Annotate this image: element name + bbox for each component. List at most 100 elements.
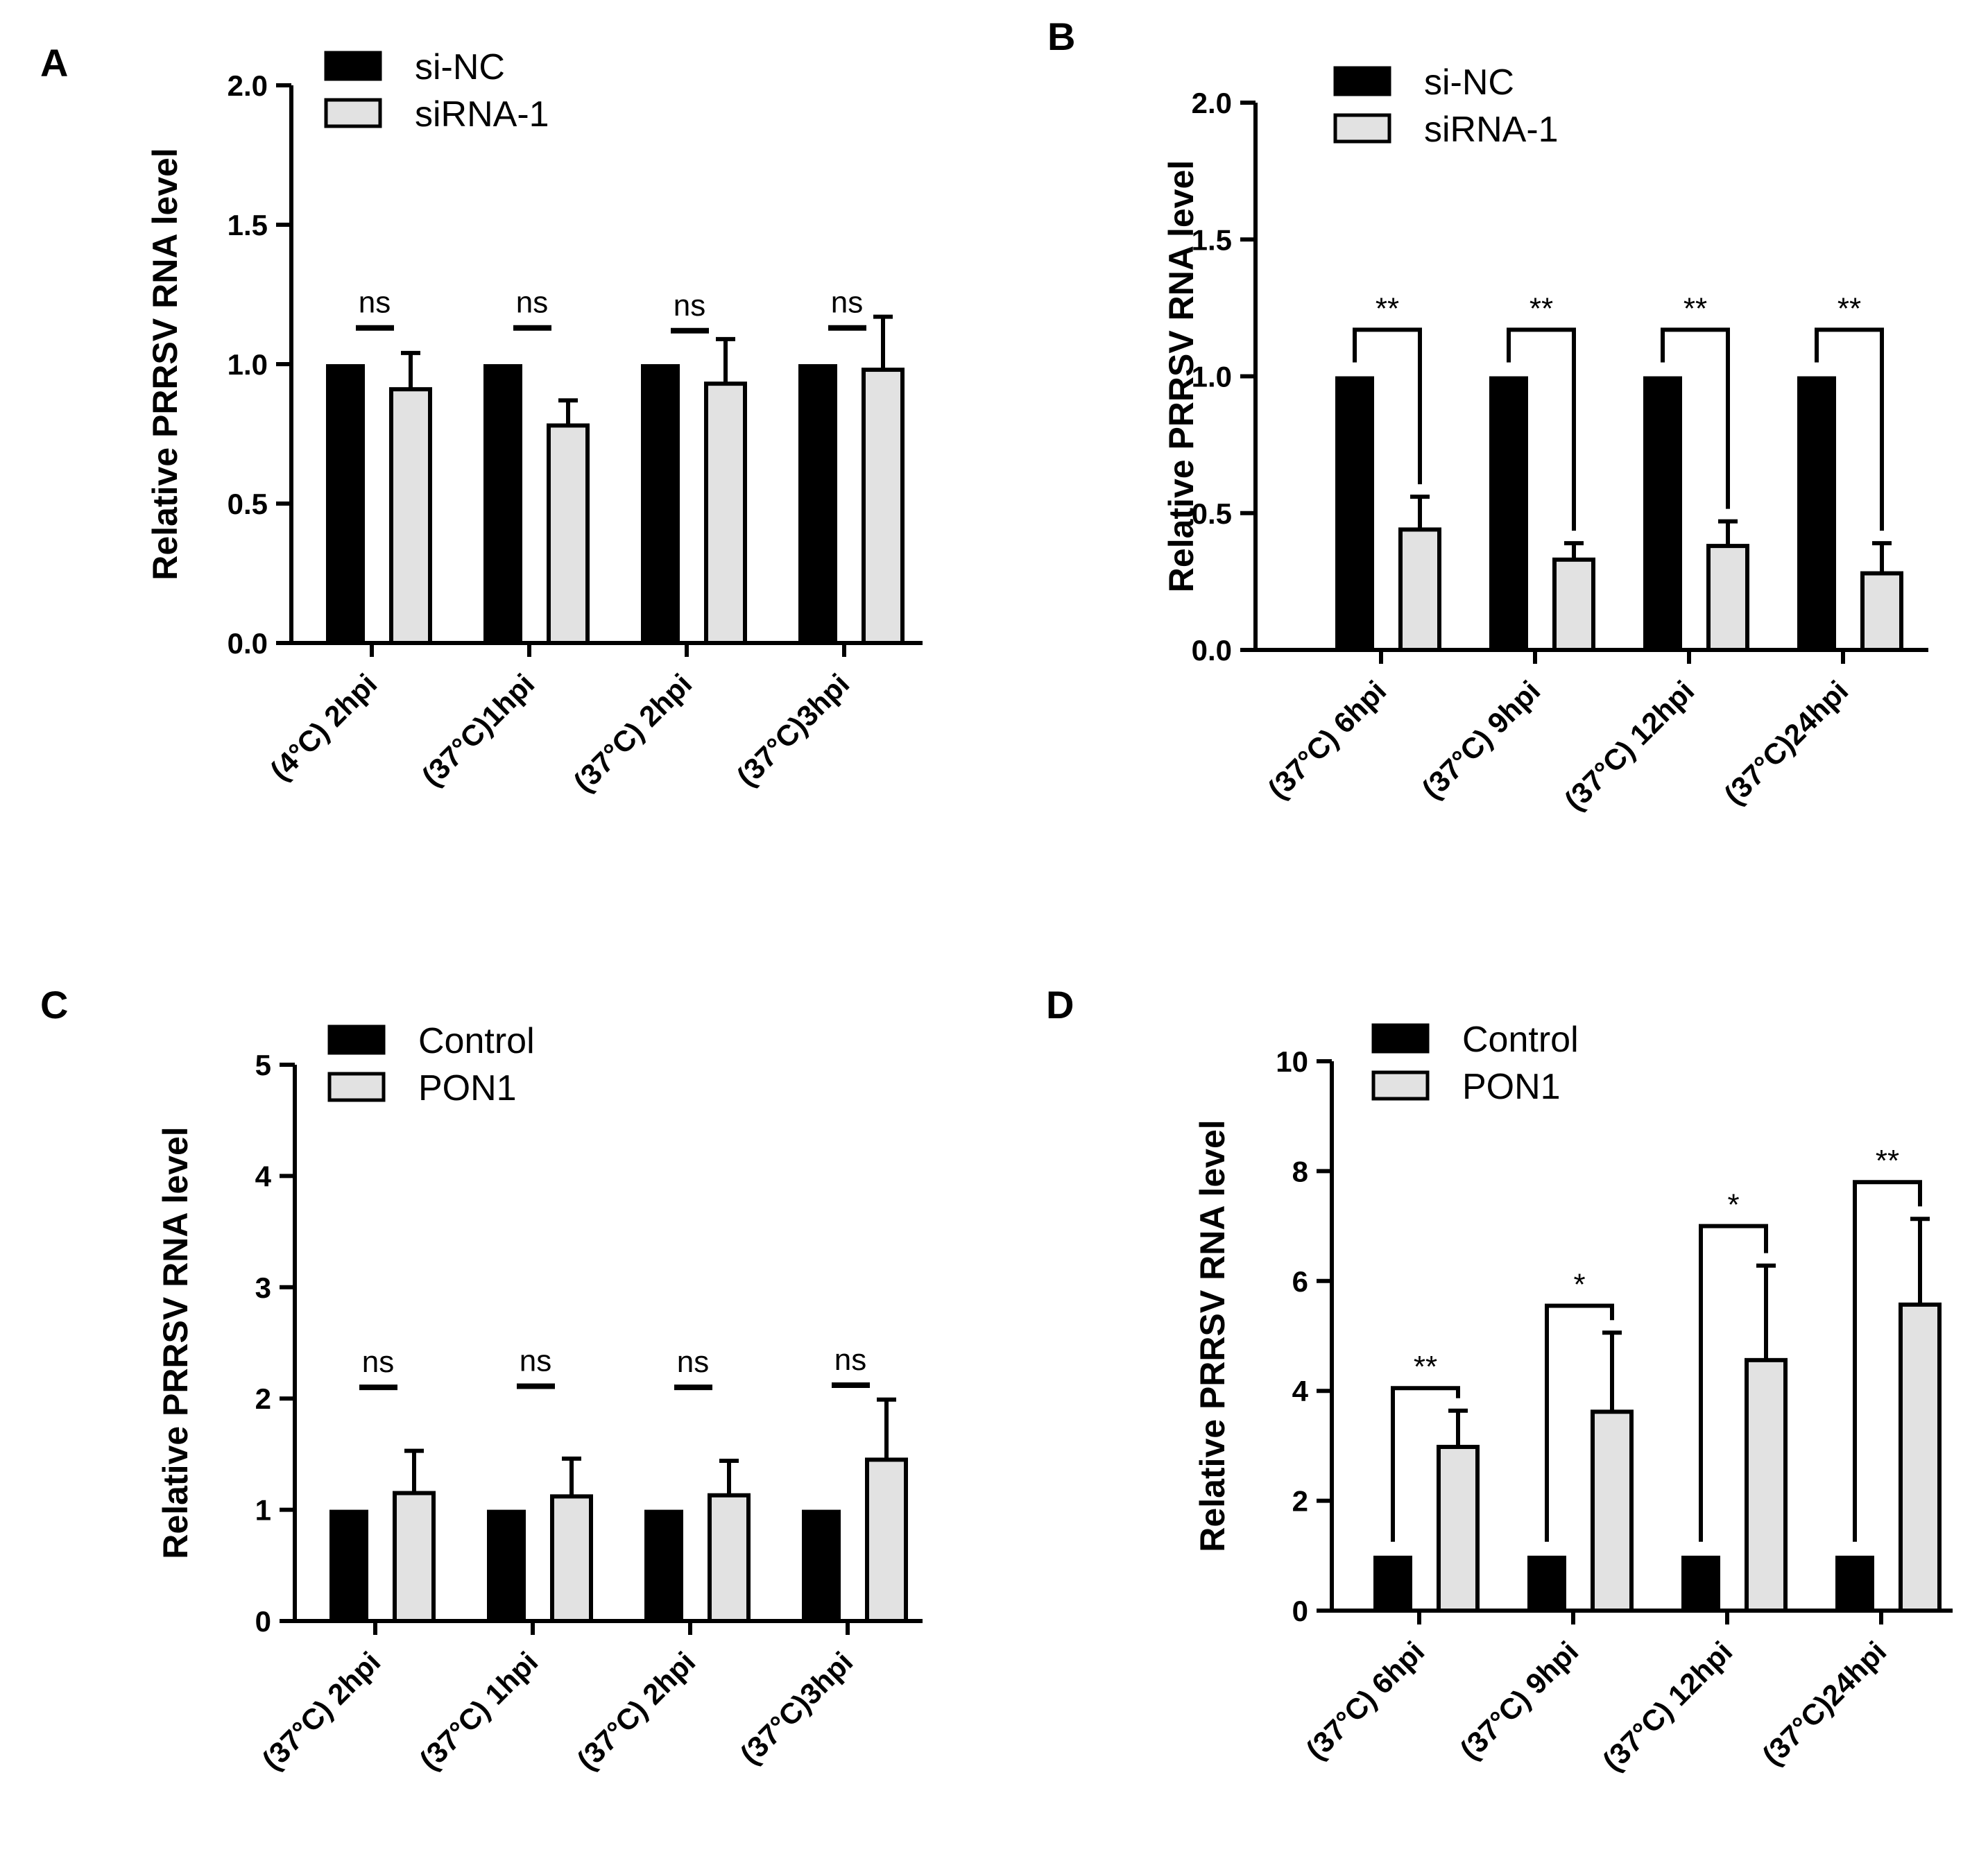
bar-sirna-1 xyxy=(1398,527,1441,652)
bar-sirna-1 xyxy=(1860,571,1903,652)
bar-si-nc xyxy=(1335,376,1374,650)
panel-b: B Relative PRRSV RNA level 0.0 0.5 1.0 1.5 2.0… xyxy=(1047,15,1928,816)
y-tick-label: 8 xyxy=(1292,1155,1308,1187)
bar-pon1 xyxy=(708,1493,751,1624)
y-tick-label: 5 xyxy=(255,1049,271,1081)
y-tick-label: 3 xyxy=(255,1271,271,1304)
legend-swatch-control xyxy=(1371,1023,1430,1054)
x-tick-label: (37°C)1hpi xyxy=(415,667,540,792)
x-tick-label: (37°C) 2hpi xyxy=(256,1645,387,1776)
y-axis-title: Relative PRRSV RNA level xyxy=(1193,1120,1232,1552)
bar-sirna-1 xyxy=(704,381,747,645)
significance-label: ns xyxy=(359,286,391,320)
bar-control xyxy=(1527,1555,1566,1611)
significance-bracket xyxy=(1353,327,1422,485)
bar-si-nc xyxy=(326,364,365,643)
y-tick-label: 2.0 xyxy=(228,69,268,102)
panel-a: A Relative PRRSV RNA level 0.0 0.5 1.0 1.5 2.0… xyxy=(40,41,923,798)
legend-swatch-treatment xyxy=(1371,1070,1430,1101)
x-tick-label: (37°C)24hpi xyxy=(1756,1635,1892,1772)
bar-pon1 xyxy=(550,1494,593,1624)
bar-control xyxy=(329,1509,368,1621)
significance-label: ns xyxy=(834,1343,866,1377)
significance-bracket xyxy=(1507,327,1576,531)
bar-pon1 xyxy=(1591,1409,1634,1613)
bar-pon1 xyxy=(393,1491,436,1624)
legend-swatch-control xyxy=(1333,66,1391,96)
significance-label: ** xyxy=(1876,1144,1899,1178)
y-tick-label: 4 xyxy=(255,1160,272,1192)
legend-label: Control xyxy=(1462,1020,1579,1060)
y-tick-label: 1.5 xyxy=(228,209,268,241)
y-axis-title: Relative PRRSV RNA level xyxy=(156,1126,195,1559)
significance-bracket xyxy=(1391,1386,1460,1542)
significance-label: * xyxy=(1727,1188,1739,1222)
y-tick-label: 1.0 xyxy=(1192,361,1232,393)
x-tick-label: (37°C) 6hpi xyxy=(1262,674,1393,805)
bar-control xyxy=(1835,1555,1874,1611)
legend-label: PON1 xyxy=(418,1068,517,1108)
legend-swatch-control xyxy=(324,51,382,81)
y-tick-label: 0.0 xyxy=(1192,634,1232,667)
y-tick-label: 10 xyxy=(1276,1045,1308,1078)
significance-label: ns xyxy=(677,1345,709,1379)
significance-label: ns xyxy=(362,1345,394,1379)
bar-si-nc xyxy=(1489,376,1528,650)
y-tick-label: 0.5 xyxy=(228,488,268,520)
bar-control xyxy=(802,1509,841,1621)
significance-label: ** xyxy=(1837,291,1861,325)
bar-control xyxy=(487,1509,526,1621)
x-tick-label: (4°C) 2hpi xyxy=(264,667,383,787)
legend-label: Control xyxy=(418,1021,535,1061)
significance-label: ns xyxy=(674,289,705,323)
significance-bracket xyxy=(1661,327,1730,509)
significance-label: ns xyxy=(831,286,863,320)
bar-sirna-1 xyxy=(1552,557,1595,652)
y-tick-label: 1.0 xyxy=(228,348,268,381)
panel-c: C Relative PRRSV RNA level 0 1 2 3 4 5 Control PO… xyxy=(40,983,923,1776)
x-tick-label: (37°C) 9hpi xyxy=(1454,1635,1585,1766)
legend-swatch-control xyxy=(327,1024,386,1055)
bar-pon1 xyxy=(1745,1357,1788,1613)
panel-label: B xyxy=(1047,15,1075,58)
significance-bracket xyxy=(1815,327,1884,531)
x-tick-label: (37°C) 2hpi xyxy=(567,667,699,798)
y-tick-label: 2.0 xyxy=(1192,87,1232,119)
y-tick-label: 6 xyxy=(1292,1265,1308,1298)
bar-sirna-1 xyxy=(389,387,432,645)
y-axis-title: Relative PRRSV RNA level xyxy=(1162,160,1201,592)
legend-swatch-treatment xyxy=(327,1072,386,1102)
y-tick-label: 4 xyxy=(1292,1375,1309,1407)
y-tick-label: 0 xyxy=(1292,1595,1308,1627)
y-tick-label: 1 xyxy=(255,1494,271,1527)
significance-bracket xyxy=(1545,1303,1614,1542)
x-tick-label: (37°C) 6hpi xyxy=(1300,1635,1431,1766)
legend-swatch-treatment xyxy=(1333,113,1391,144)
x-tick-label: (37°C)3hpi xyxy=(734,1645,859,1770)
panel-label: A xyxy=(40,41,68,85)
panel-label: D xyxy=(1046,983,1074,1027)
bar-sirna-1 xyxy=(1706,544,1749,653)
y-tick-label: 0.0 xyxy=(228,627,268,660)
significance-bracket xyxy=(1699,1224,1768,1542)
bar-control xyxy=(1373,1555,1412,1611)
significance-label: ** xyxy=(1414,1350,1437,1384)
x-tick-label: (37°C) 1hpi xyxy=(413,1645,545,1776)
legend-label: siRNA-1 xyxy=(1424,110,1559,150)
legend-label: si-NC xyxy=(415,47,505,87)
y-axis-title: Relative PRRSV RNA level xyxy=(146,148,185,580)
x-tick-label: (37°C)24hpi xyxy=(1717,674,1854,811)
bar-si-nc xyxy=(483,364,522,643)
bar-control xyxy=(1681,1555,1720,1611)
y-tick-label: 1.5 xyxy=(1192,223,1232,256)
legend-swatch-treatment xyxy=(324,98,382,128)
bar-pon1 xyxy=(1437,1444,1480,1613)
significance-bracket xyxy=(1853,1180,1922,1542)
significance-label: ** xyxy=(1683,291,1707,325)
x-tick-label: (37°C) 9hpi xyxy=(1416,674,1547,805)
panel-d: D Relative PRRSV RNA level 0 2 4 6 8 10 Control P… xyxy=(1046,983,1953,1777)
significance-label: * xyxy=(1573,1267,1585,1301)
bar-sirna-1 xyxy=(547,423,590,645)
bar-pon1 xyxy=(1899,1302,1942,1613)
y-tick-label: 0 xyxy=(255,1605,271,1638)
